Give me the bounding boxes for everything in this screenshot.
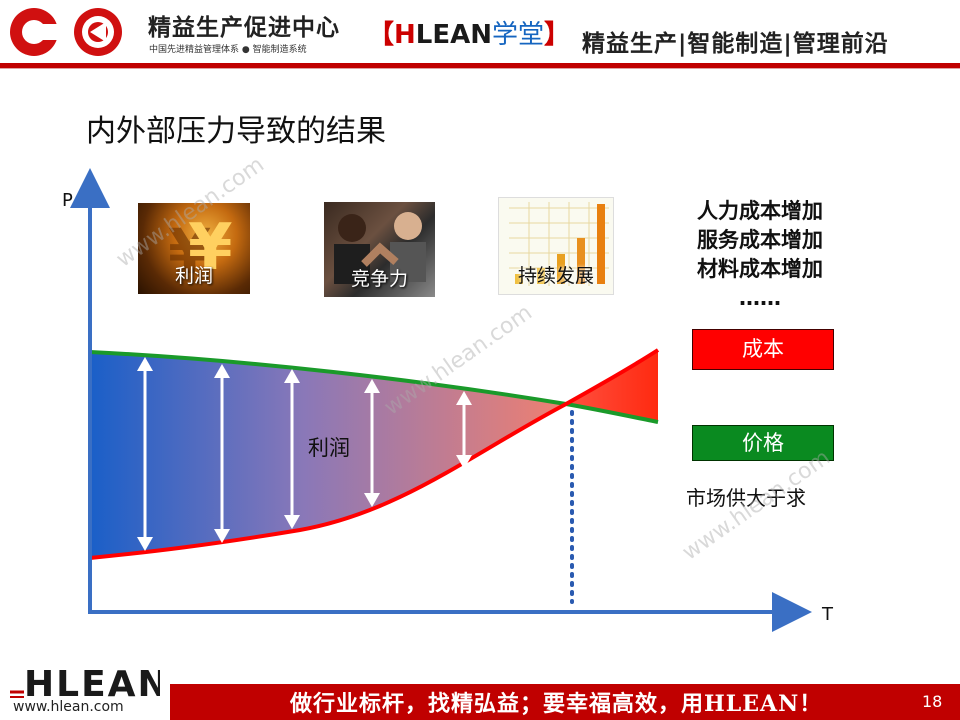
svg-text:¥: ¥	[168, 215, 211, 288]
photo-label-profit: 利润	[174, 265, 213, 287]
profit-arrow-4	[364, 379, 380, 507]
growth-bar-chart-image: 持续发展	[498, 197, 614, 295]
tag-bracket-close: 】	[544, 20, 571, 50]
profit-arrows	[137, 357, 472, 551]
arm-wrestling-image: 竞争力	[324, 202, 435, 297]
cost-item-labor: 人力成本增加	[697, 199, 823, 223]
legend-cost: 成本	[692, 329, 834, 370]
profit-area-label: 利润	[308, 436, 350, 460]
growth-bars-icon	[509, 202, 609, 286]
profit-arrow-1	[137, 357, 153, 551]
profit-arrow-5	[456, 391, 472, 469]
photo-label-sustainable-growth: 持续发展	[517, 265, 594, 287]
footer-logo-text: HLEAN	[24, 664, 160, 702]
slide-title: 内外部压力导致的结果	[86, 114, 386, 149]
arm-wrestling-icon	[334, 212, 426, 284]
tag-bracket-open: 【	[368, 20, 395, 50]
footer-bar	[170, 684, 960, 720]
profit-arrow-2	[214, 364, 230, 543]
market-oversupply-note: 市场供大于求	[686, 486, 806, 510]
profit-region	[90, 352, 566, 558]
header-divider	[0, 63, 960, 68]
profit-arrow-3	[284, 369, 300, 529]
company-subtitle: 中国先进精益管理体系 ● 智能制造系统	[149, 45, 307, 55]
cost-increase-list: 人力成本增加 服务成本增加 材料成本增加 ……	[680, 197, 840, 313]
cost-item-ellipsis: ……	[739, 286, 781, 310]
cost-item-material: 材料成本增加	[697, 257, 823, 281]
header-divider-thin	[0, 68, 960, 69]
header-slogan: 精益生产|智能制造|管理前沿	[582, 31, 889, 57]
yen-coin-image: ¥ ¥ 利润	[138, 203, 250, 294]
page-number: 18	[922, 692, 943, 711]
tag-academy: 学堂	[492, 20, 545, 50]
tag-lean: LEAN	[415, 20, 492, 50]
yen-symbol-icon: ¥ ¥	[168, 211, 233, 288]
footer-url[interactable]: www.hlean.com	[13, 699, 124, 715]
svg-text:¥: ¥	[188, 211, 233, 285]
loss-region	[566, 350, 658, 422]
hlean-footer-logo: HLEAN	[10, 664, 160, 702]
photo-label-competitiveness: 竞争力	[350, 268, 408, 290]
company-name: 精益生产促进中心	[148, 15, 340, 41]
x-axis-label: T	[822, 604, 833, 625]
y-axis-label: P	[62, 190, 73, 211]
tag-h: H	[394, 20, 416, 50]
hlean-academy-tag: 【HLEAN学堂】	[368, 20, 570, 50]
company-logo-icon	[10, 8, 122, 56]
cost-line	[89, 348, 660, 560]
legend-price: 价格	[692, 425, 834, 461]
cost-item-service: 服务成本增加	[697, 228, 823, 252]
price-line	[89, 350, 659, 424]
footer-slogan: 做行业标杆，找精弘益；要幸福高效，用HLEAN！	[290, 691, 823, 717]
